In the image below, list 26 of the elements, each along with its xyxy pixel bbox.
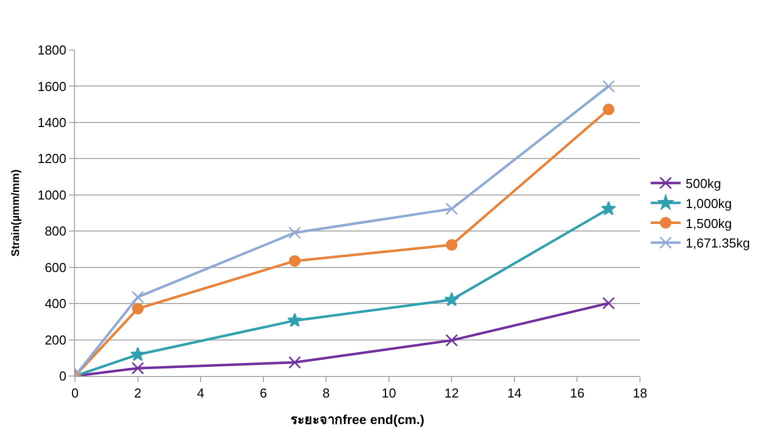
y-tick-label: 1200: [37, 151, 66, 166]
x-tick-label: 14: [507, 386, 522, 401]
y-tick-label: 1400: [37, 114, 66, 130]
legend-label: 1,671.35kg: [686, 236, 750, 251]
y-tick-label: 1000: [37, 187, 66, 202]
x-tick-label: 18: [632, 386, 648, 401]
x-tick-label: 16: [570, 386, 584, 401]
y-axis-title: Strain(µmm/mm): [10, 169, 22, 257]
x-tick-label: 2: [134, 386, 142, 401]
x-tick-label: 10: [382, 386, 396, 401]
y-tick-label: 400: [44, 296, 66, 312]
y-tick-label: 600: [44, 260, 66, 275]
y-tick-label: 0: [59, 368, 66, 384]
x-tick-label: 12: [444, 386, 459, 401]
x-axis-title: ระยะจากfree end(cm.): [290, 412, 424, 428]
x-tick-label: 8: [322, 386, 330, 401]
y-tick-label: 200: [44, 332, 66, 348]
y-tick-label: 1800: [37, 42, 66, 58]
y-tick-label: 1600: [37, 78, 66, 94]
legend-label: 1,000kg: [686, 196, 732, 211]
legend-label: 1,500kg: [686, 216, 732, 231]
x-tick-label: 4: [196, 386, 204, 401]
y-tick-label: 800: [44, 224, 66, 239]
x-tick-label: 6: [260, 386, 267, 401]
legend-label: 500kg: [686, 176, 722, 192]
x-tick-label: 0: [71, 386, 79, 401]
